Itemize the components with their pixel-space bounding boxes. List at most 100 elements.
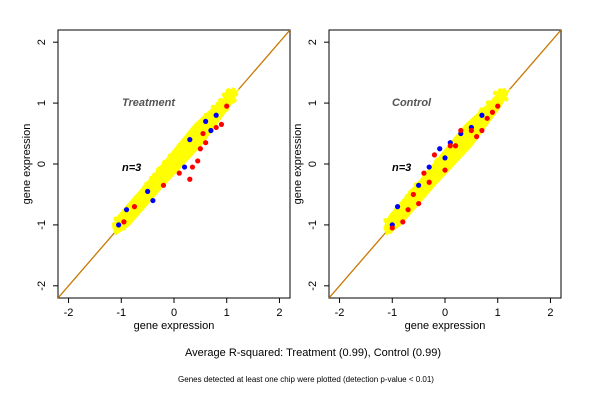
- data-point: [167, 153, 173, 159]
- data-point: [181, 164, 188, 170]
- data-point: [144, 181, 150, 187]
- data-point: [127, 218, 133, 224]
- data-point: [431, 152, 438, 158]
- data-point: [208, 127, 214, 134]
- data-point: [489, 109, 496, 115]
- data-point: [452, 155, 458, 161]
- data-point: [203, 118, 209, 124]
- data-point: [389, 225, 395, 231]
- x-tick-label: 0: [171, 307, 177, 319]
- data-point: [189, 164, 196, 170]
- data-point: [121, 219, 127, 225]
- x-tick-label: -1: [387, 307, 397, 319]
- data-point: [436, 170, 442, 176]
- data-point: [479, 127, 485, 134]
- data-point: [111, 221, 117, 227]
- data-point: [400, 219, 406, 225]
- y-tick-label: 1: [36, 100, 48, 106]
- data-point: [458, 127, 464, 134]
- data-point: [425, 187, 431, 193]
- y-tick-label: 2: [36, 39, 48, 45]
- data-point: [442, 155, 448, 161]
- data-point: [383, 218, 389, 223]
- x-tick-label: 2: [547, 307, 553, 319]
- data-point: [203, 140, 209, 146]
- data-point: [197, 146, 203, 152]
- data-point: [209, 112, 215, 118]
- data-point: [123, 207, 130, 213]
- data-point: [176, 158, 181, 164]
- data-point: [233, 91, 239, 97]
- data-point: [195, 158, 201, 164]
- data-point: [479, 107, 485, 112]
- treatment-panel: -2 -1 0 1 2 -2 -1 0 1 2 gene expression gene expres…: [21, 29, 291, 332]
- data-point: [200, 130, 206, 137]
- data-point: [474, 125, 480, 130]
- data-point: [433, 159, 439, 165]
- data-point: [418, 195, 424, 200]
- data-point: [218, 99, 224, 105]
- data-point: [439, 162, 445, 168]
- data-point: [178, 154, 184, 160]
- y-tick-label: 1: [307, 100, 319, 106]
- data-point: [172, 152, 177, 158]
- data-point: [452, 143, 459, 149]
- data-point: [225, 89, 231, 95]
- data-point: [162, 167, 168, 172]
- data-point: [218, 121, 225, 128]
- data-point: [399, 207, 405, 213]
- data-point: [187, 137, 193, 143]
- data-point: [409, 200, 415, 205]
- data-point: [484, 115, 490, 121]
- data-point: [160, 182, 167, 188]
- data-point: [166, 158, 172, 163]
- data-point: [453, 151, 459, 157]
- data-point: [191, 130, 197, 136]
- data-point: [164, 172, 170, 178]
- x-tick-label: 1: [495, 307, 501, 319]
- data-point: [162, 160, 167, 166]
- data-point: [405, 207, 411, 213]
- data-point: [195, 140, 200, 146]
- data-point: [121, 212, 126, 218]
- data-point: [474, 133, 480, 140]
- data-point: [410, 191, 416, 198]
- y-tick-label: 0: [36, 161, 48, 167]
- data-point: [495, 103, 501, 109]
- y-axis-label: gene expression: [292, 124, 304, 205]
- data-point: [187, 176, 193, 182]
- data-point: [213, 124, 219, 131]
- data-point: [194, 124, 200, 130]
- panel-title: Control: [392, 97, 432, 109]
- data-point: [139, 194, 145, 199]
- x-tick-label: -1: [116, 307, 126, 319]
- data-point: [437, 146, 443, 152]
- data-point: [129, 211, 135, 217]
- data-point: [442, 150, 448, 156]
- data-point: [424, 174, 430, 180]
- data-point: [221, 92, 227, 98]
- data-point: [416, 200, 422, 207]
- data-point: [150, 197, 156, 204]
- data-point: [131, 204, 138, 210]
- data-point: [492, 90, 498, 96]
- data-point: [437, 166, 443, 172]
- control-panel: -2 -1 0 1 2 -2 -1 0 1 2 gene expression gene expres…: [292, 29, 562, 332]
- x-axis-label: gene expression: [405, 320, 486, 332]
- y-tick-label: -1: [36, 220, 48, 230]
- data-point: [181, 144, 187, 149]
- data-point: [421, 170, 427, 176]
- data-point: [213, 112, 219, 118]
- data-point: [176, 170, 182, 176]
- data-point: [449, 152, 455, 157]
- data-point: [446, 163, 452, 169]
- y-tick-label: -2: [307, 281, 319, 291]
- data-point: [155, 182, 160, 188]
- data-point: [208, 119, 214, 125]
- data-point: [442, 167, 448, 173]
- data-point: [229, 91, 235, 97]
- data-point: [113, 217, 119, 223]
- data-point: [462, 138, 467, 144]
- data-point: [456, 143, 462, 149]
- data-point: [142, 199, 148, 205]
